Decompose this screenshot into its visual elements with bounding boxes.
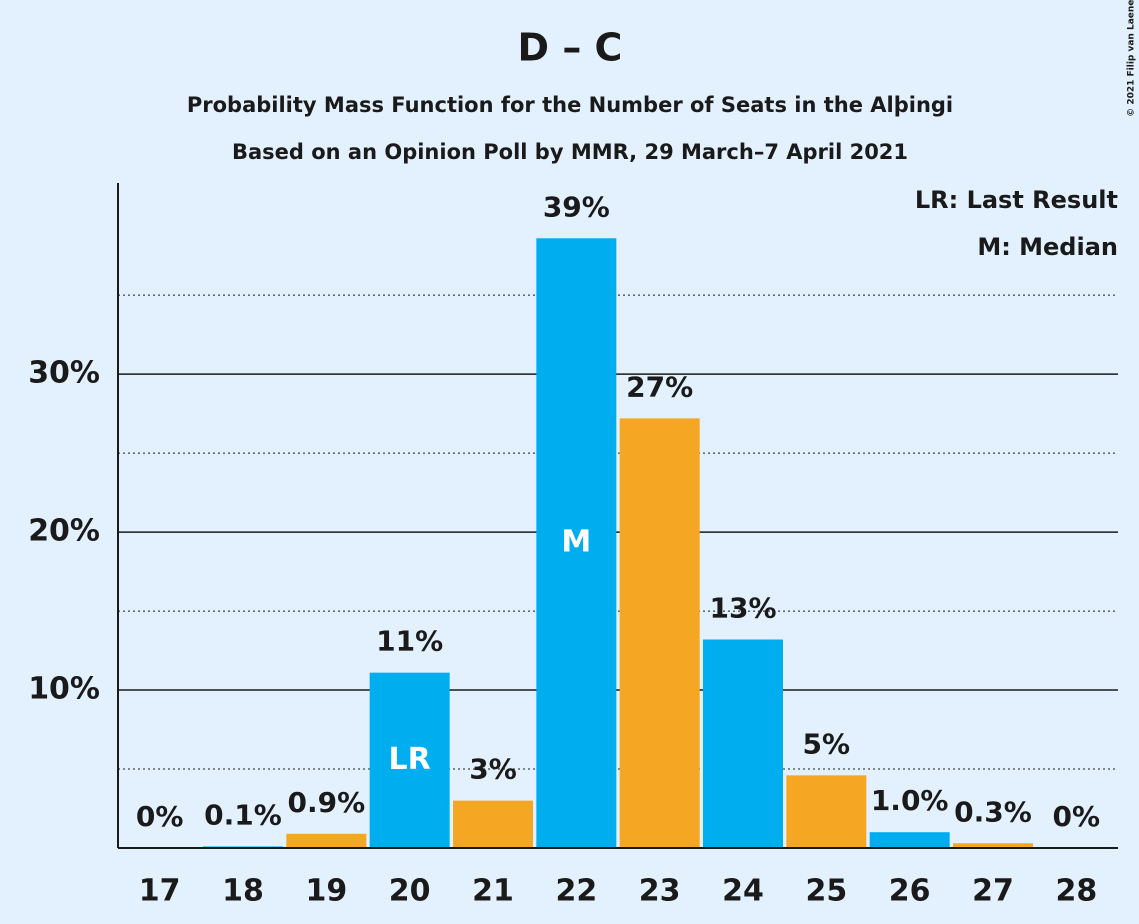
x-tick-label: 28 — [1055, 874, 1097, 909]
y-tick-label: 30% — [28, 356, 100, 391]
value-label: 0.3% — [954, 795, 1032, 828]
y-tick-label: 10% — [28, 672, 100, 707]
x-tick-label: 19 — [305, 874, 347, 909]
value-label: 0% — [1053, 800, 1101, 833]
bar — [536, 238, 617, 848]
bar — [953, 843, 1033, 848]
value-label: 27% — [626, 370, 693, 403]
legend-entry: M: Median — [977, 233, 1118, 261]
bar — [369, 672, 450, 848]
value-label: 5% — [803, 727, 851, 760]
value-label: 3% — [469, 753, 517, 786]
x-tick-label: 24 — [722, 874, 764, 909]
legend-entry: LR: Last Result — [915, 186, 1118, 214]
x-tick-label: 20 — [389, 874, 431, 909]
bar — [619, 418, 700, 848]
value-label: 1.0% — [871, 784, 949, 817]
chart-title: D – C — [518, 26, 623, 70]
chart-subtitle: Based on an Opinion Poll by MMR, 29 Marc… — [232, 140, 908, 164]
x-tick-label: 21 — [472, 874, 514, 909]
bar-annotation: M — [561, 525, 591, 560]
x-tick-label: 22 — [555, 874, 597, 909]
value-label: 39% — [543, 190, 610, 223]
bar — [286, 833, 367, 848]
bar — [453, 800, 533, 848]
value-label: 13% — [709, 591, 776, 624]
x-tick-label: 23 — [639, 874, 681, 909]
value-label: 0% — [136, 800, 184, 833]
chart-subtitle: Probability Mass Function for the Number… — [187, 93, 953, 117]
value-label: 0.9% — [288, 786, 366, 819]
x-tick-label: 18 — [222, 874, 264, 909]
bar — [869, 832, 950, 848]
value-label: 11% — [376, 625, 443, 658]
bar — [703, 639, 783, 848]
copyright: © 2021 Filip van Laenen — [1127, 0, 1137, 117]
x-tick-label: 26 — [889, 874, 931, 909]
bar-annotation: LR — [389, 742, 431, 777]
bar — [786, 775, 867, 848]
x-tick-label: 27 — [972, 874, 1014, 909]
x-tick-label: 17 — [139, 874, 181, 909]
value-label: 0.1% — [204, 798, 282, 831]
y-tick-label: 20% — [28, 514, 100, 549]
x-tick-label: 25 — [805, 874, 847, 909]
